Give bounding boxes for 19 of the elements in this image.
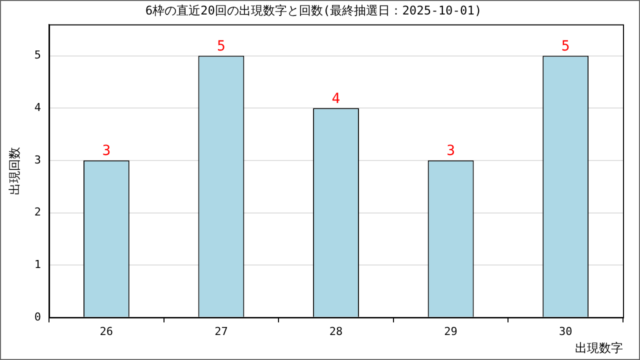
data-label: 5 bbox=[216, 38, 226, 54]
chart-title: 6枠の直近20回の出現数字と回数(最終抽選日：2025-10-01) bbox=[145, 3, 482, 18]
y-tick-label: 3 bbox=[34, 153, 42, 166]
data-label: 3 bbox=[102, 143, 111, 160]
x-tick-label: 27 bbox=[214, 324, 228, 338]
y-tick-label: 4 bbox=[34, 100, 42, 114]
y-tick-label: 1 bbox=[34, 258, 42, 271]
data-label: 4 bbox=[332, 90, 340, 107]
x-tick-label: 26 bbox=[100, 324, 114, 338]
y-tick-label: 2 bbox=[34, 206, 42, 219]
x-tick-label: 30 bbox=[558, 324, 572, 338]
x-tick-label: 28 bbox=[329, 324, 343, 338]
y-tick-label: 0 bbox=[34, 310, 42, 324]
data-label: 5 bbox=[561, 38, 570, 54]
y-axis-title: 出現回数 bbox=[7, 146, 22, 195]
x-axis-title: 出現数字 bbox=[575, 340, 623, 355]
data-label: 3 bbox=[446, 143, 456, 160]
x-tick-label: 29 bbox=[444, 324, 458, 338]
y-tick-label: 5 bbox=[34, 48, 42, 62]
